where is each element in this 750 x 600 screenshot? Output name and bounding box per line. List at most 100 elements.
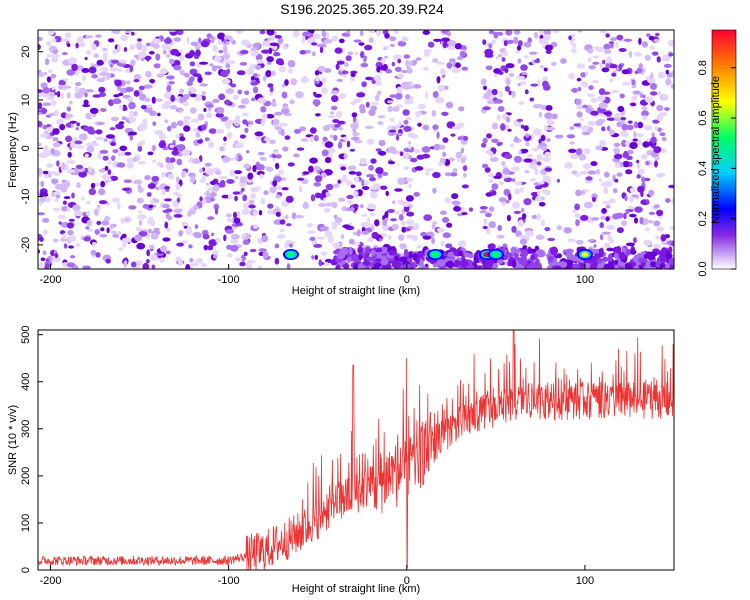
heatmap-cell (168, 58, 175, 65)
heatmap-cell (199, 196, 203, 202)
heatmap-cell (153, 227, 160, 232)
heatmap-cell (228, 157, 235, 161)
heatmap-cell (463, 135, 468, 141)
heatmap-cell (512, 201, 520, 209)
heatmap-cell (84, 153, 89, 158)
heatmap-cell (454, 43, 462, 50)
heatmap-cell (584, 262, 591, 269)
heatmap-cell (106, 227, 110, 234)
heatmap-cell (462, 172, 467, 178)
heatmap-cell (653, 204, 660, 209)
heatmap-cell (531, 147, 539, 152)
heatmap-cell (312, 91, 317, 96)
heatmap-cell (225, 88, 235, 94)
heatmap-cell (90, 182, 96, 189)
heatmap-cell (528, 163, 535, 169)
heatmap-cell (668, 257, 674, 265)
heatmap-cell (61, 52, 68, 56)
heatmap-cell (59, 123, 66, 131)
heatmap-cell (537, 78, 541, 85)
heatmap-cell (568, 148, 577, 153)
heatmap-cell (146, 104, 153, 109)
heatmap-cell (255, 53, 263, 61)
heatmap-cell (405, 37, 409, 42)
heatmap-cell (636, 67, 643, 74)
heatmap-cell (287, 60, 296, 68)
heatmap-cell (66, 206, 71, 212)
heatmap-cell (523, 41, 532, 48)
heatmap-cell (42, 124, 48, 130)
heatmap-cell (243, 251, 248, 256)
heatmap-cell (98, 92, 107, 97)
heatmap-cell (327, 236, 334, 243)
heatmap-cell (511, 178, 516, 182)
heatmap-cell (332, 119, 340, 123)
heatmap-cell (222, 142, 228, 147)
heatmap-cell (362, 186, 370, 190)
heatmap-cell (204, 71, 212, 76)
heatmap-cell (448, 58, 456, 63)
heatmap-cell (209, 63, 214, 67)
heatmap-cell (212, 250, 219, 256)
heatmap-cell (398, 120, 402, 127)
heatmap-cell (46, 41, 52, 47)
heatmap-cell (130, 261, 137, 268)
heatmap-cell (54, 183, 64, 190)
heatmap-cell (211, 65, 217, 72)
heatmap-cell (96, 78, 106, 83)
heatmap-cell (189, 61, 196, 67)
heatmap-cell (657, 71, 666, 79)
heatmap-cell (504, 85, 510, 92)
heatmap-cell (188, 244, 193, 249)
heatmap-cell (44, 196, 51, 203)
heatmap-cell (398, 234, 405, 241)
heatmap-cell (436, 76, 441, 84)
heatmap-cell (577, 30, 583, 33)
y-tick-label: 10 (20, 94, 32, 106)
heatmap-cell (432, 58, 439, 63)
heatmap-cell (493, 73, 498, 78)
heatmap-cell (46, 53, 53, 58)
heatmap-cell (534, 245, 540, 251)
heatmap-cell (275, 154, 282, 159)
heatmap-cell (216, 107, 225, 114)
heatmap-cell (237, 210, 241, 218)
heatmap-cell (235, 30, 244, 34)
heatmap-cell (138, 123, 148, 131)
heatmap-cell (601, 59, 606, 65)
heatmap-cell (50, 148, 55, 155)
heatmap-cell (84, 92, 88, 98)
heatmap-cell (206, 190, 210, 197)
heatmap-cell (244, 127, 249, 134)
heatmap-cell (109, 63, 113, 68)
heatmap-cell (653, 38, 660, 43)
heatmap-cell (154, 198, 159, 204)
heatmap-cell (395, 134, 400, 141)
heatmap-cell (75, 164, 84, 169)
heatmap-cell (569, 153, 579, 160)
heatmap-cell (623, 38, 632, 42)
heatmap-cell (391, 106, 400, 112)
heatmap-cell (38, 72, 45, 77)
heatmap-cell (521, 213, 527, 220)
heatmap-cell (645, 161, 650, 166)
heatmap-cell (56, 118, 64, 126)
heatmap-cell (455, 62, 461, 68)
heatmap-cell (107, 169, 112, 176)
heatmap-cell (536, 213, 541, 221)
heatmap-cell (90, 249, 97, 256)
heatmap-cell (408, 145, 412, 150)
heatmap-cell (38, 44, 41, 50)
heatmap-cell (219, 146, 225, 152)
heatmap-cell (409, 60, 413, 66)
heatmap-cell (582, 131, 591, 136)
heatmap-cell (39, 236, 44, 242)
heatmap-cell (544, 151, 551, 158)
heatmap-cell (274, 111, 283, 116)
heatmap-cell (117, 202, 121, 210)
heatmap-cell (256, 59, 264, 64)
heatmap-cell (603, 263, 612, 269)
heatmap-cell (192, 73, 202, 78)
heatmap-cell (502, 50, 508, 57)
